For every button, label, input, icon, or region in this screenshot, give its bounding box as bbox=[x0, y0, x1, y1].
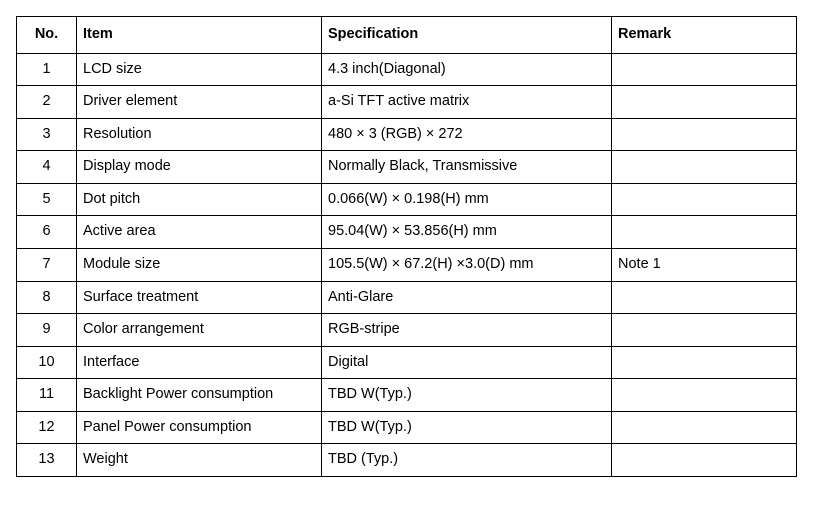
cell-remark bbox=[612, 346, 797, 379]
cell-spec: 0.066(W) × 0.198(H) mm bbox=[322, 183, 612, 216]
cell-spec: Anti-Glare bbox=[322, 281, 612, 314]
cell-item: Surface treatment bbox=[77, 281, 322, 314]
cell-item: Display mode bbox=[77, 151, 322, 184]
table-row: 13 Weight TBD (Typ.) bbox=[17, 444, 797, 477]
table-row: 2 Driver element a-Si TFT active matrix bbox=[17, 86, 797, 119]
cell-no: 5 bbox=[17, 183, 77, 216]
cell-remark bbox=[612, 183, 797, 216]
cell-no: 6 bbox=[17, 216, 77, 249]
cell-item: LCD size bbox=[77, 53, 322, 86]
cell-item: Active area bbox=[77, 216, 322, 249]
table-row: 8 Surface treatment Anti-Glare bbox=[17, 281, 797, 314]
table-body: 1 LCD size 4.3 inch(Diagonal) 2 Driver e… bbox=[17, 53, 797, 476]
cell-no: 7 bbox=[17, 248, 77, 281]
cell-item: Dot pitch bbox=[77, 183, 322, 216]
cell-no: 3 bbox=[17, 118, 77, 151]
table-row: 10 Interface Digital bbox=[17, 346, 797, 379]
cell-remark bbox=[612, 151, 797, 184]
table-row: 4 Display mode Normally Black, Transmiss… bbox=[17, 151, 797, 184]
cell-item: Weight bbox=[77, 444, 322, 477]
table-row: 5 Dot pitch 0.066(W) × 0.198(H) mm bbox=[17, 183, 797, 216]
table-row: 9 Color arrangement RGB-stripe bbox=[17, 314, 797, 347]
cell-item: Interface bbox=[77, 346, 322, 379]
cell-no: 4 bbox=[17, 151, 77, 184]
cell-spec: TBD W(Typ.) bbox=[322, 379, 612, 412]
cell-no: 10 bbox=[17, 346, 77, 379]
cell-remark bbox=[612, 281, 797, 314]
cell-remark bbox=[612, 216, 797, 249]
cell-item: Resolution bbox=[77, 118, 322, 151]
table-row: 12 Panel Power consumption TBD W(Typ.) bbox=[17, 411, 797, 444]
cell-spec: TBD (Typ.) bbox=[322, 444, 612, 477]
cell-spec: RGB-stripe bbox=[322, 314, 612, 347]
cell-remark bbox=[612, 411, 797, 444]
cell-spec: a-Si TFT active matrix bbox=[322, 86, 612, 119]
table-row: 7 Module size 105.5(W) × 67.2(H) ×3.0(D)… bbox=[17, 248, 797, 281]
table-row: 11 Backlight Power consumption TBD W(Typ… bbox=[17, 379, 797, 412]
header-no: No. bbox=[17, 17, 77, 54]
cell-spec: Normally Black, Transmissive bbox=[322, 151, 612, 184]
cell-item: Module size bbox=[77, 248, 322, 281]
header-spec: Specification bbox=[322, 17, 612, 54]
cell-remark bbox=[612, 118, 797, 151]
cell-no: 13 bbox=[17, 444, 77, 477]
cell-remark bbox=[612, 86, 797, 119]
cell-spec: 105.5(W) × 67.2(H) ×3.0(D) mm bbox=[322, 248, 612, 281]
cell-item: Color arrangement bbox=[77, 314, 322, 347]
cell-remark: Note 1 bbox=[612, 248, 797, 281]
cell-remark bbox=[612, 53, 797, 86]
cell-item: Backlight Power consumption bbox=[77, 379, 322, 412]
table-row: 6 Active area 95.04(W) × 53.856(H) mm bbox=[17, 216, 797, 249]
cell-spec: 480 × 3 (RGB) × 272 bbox=[322, 118, 612, 151]
cell-item: Driver element bbox=[77, 86, 322, 119]
cell-item: Panel Power consumption bbox=[77, 411, 322, 444]
cell-remark bbox=[612, 444, 797, 477]
cell-no: 11 bbox=[17, 379, 77, 412]
cell-spec: TBD W(Typ.) bbox=[322, 411, 612, 444]
cell-spec: 95.04(W) × 53.856(H) mm bbox=[322, 216, 612, 249]
cell-remark bbox=[612, 314, 797, 347]
table-row: 3 Resolution 480 × 3 (RGB) × 272 bbox=[17, 118, 797, 151]
cell-no: 2 bbox=[17, 86, 77, 119]
table-row: 1 LCD size 4.3 inch(Diagonal) bbox=[17, 53, 797, 86]
header-remark: Remark bbox=[612, 17, 797, 54]
cell-no: 9 bbox=[17, 314, 77, 347]
cell-spec: Digital bbox=[322, 346, 612, 379]
header-item: Item bbox=[77, 17, 322, 54]
cell-remark bbox=[612, 379, 797, 412]
cell-no: 12 bbox=[17, 411, 77, 444]
cell-no: 1 bbox=[17, 53, 77, 86]
table-header-row: No. Item Specification Remark bbox=[17, 17, 797, 54]
cell-spec: 4.3 inch(Diagonal) bbox=[322, 53, 612, 86]
spec-table: No. Item Specification Remark 1 LCD size… bbox=[16, 16, 797, 477]
cell-no: 8 bbox=[17, 281, 77, 314]
